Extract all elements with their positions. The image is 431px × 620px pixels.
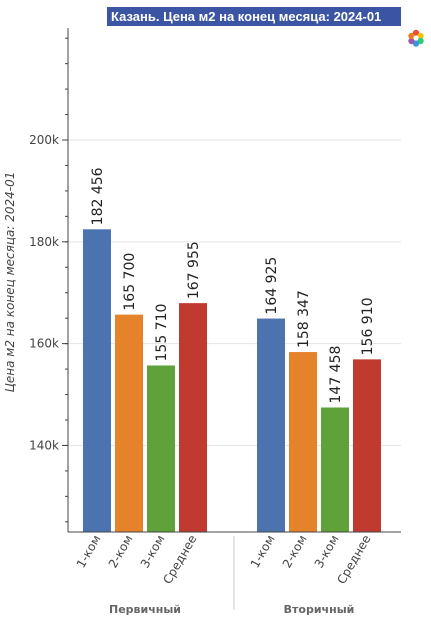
category-label: 2-ком <box>280 533 310 571</box>
bar <box>321 407 349 532</box>
bar <box>289 352 317 532</box>
chart-title: Казань. Цена м2 на конец месяца: 2024-01 <box>111 9 381 24</box>
bar <box>179 303 207 532</box>
group-label: Первичный <box>109 603 181 616</box>
bar <box>83 229 111 532</box>
y-tick-label: 180k <box>29 235 59 249</box>
data-label: 156 910 <box>360 297 376 355</box>
data-label: 147 458 <box>328 346 344 404</box>
y-tick-label: 140k <box>29 438 59 452</box>
bar <box>115 314 143 532</box>
data-label: 182 456 <box>90 167 106 225</box>
bar <box>147 365 175 532</box>
bar <box>257 318 285 532</box>
y-tick-label: 200k <box>29 133 59 147</box>
y-tick-label: 160k <box>29 337 59 351</box>
category-label: 1-ком <box>248 533 278 571</box>
category-label: 1-ком <box>74 533 104 571</box>
chart-title-box <box>107 7 401 26</box>
data-label: 158 347 <box>296 290 312 348</box>
data-label: 167 955 <box>186 241 202 299</box>
y-axis-label: Цена м2 на конец месяца: 2024-01 <box>3 172 17 393</box>
data-label: 165 700 <box>122 253 138 311</box>
group-label: Вторичный <box>284 603 355 616</box>
category-label: 2-ком <box>106 533 136 571</box>
category-label: 3-ком <box>312 533 342 571</box>
category-label: 3-ком <box>138 533 168 571</box>
bokeh-logo-icon[interactable] <box>408 29 424 47</box>
axes <box>62 28 401 610</box>
bars <box>83 229 381 532</box>
bar <box>353 359 381 532</box>
data-label: 164 925 <box>264 257 280 315</box>
data-label: 155 710 <box>154 304 170 362</box>
